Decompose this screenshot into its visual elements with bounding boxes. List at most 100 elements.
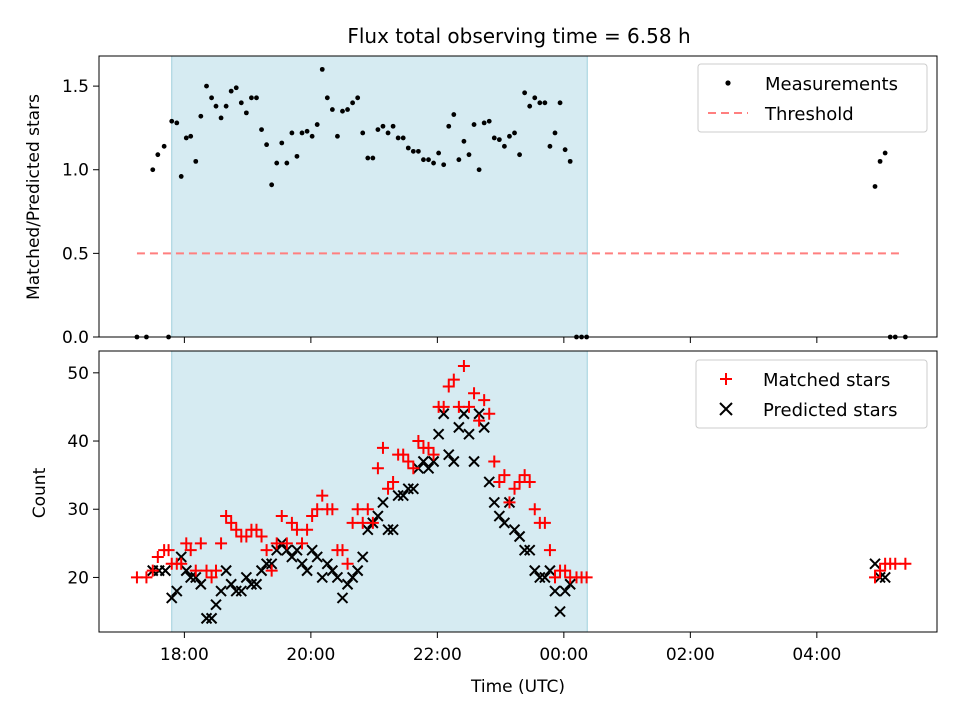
predicted-star-point: [417, 455, 430, 468]
matched-star-point: [230, 523, 243, 536]
measurement-point: [365, 155, 371, 161]
measurement-point: [204, 83, 209, 89]
matched-star-point: [175, 557, 188, 570]
measurement-point: [405, 145, 411, 151]
predicted-star-point: [382, 523, 394, 536]
x-tick-label: 04:00: [792, 645, 841, 665]
measurement-point: [436, 150, 442, 156]
predicted-star-point: [331, 571, 344, 584]
predicted-star-point: [534, 571, 546, 584]
measurement-point: [552, 130, 558, 136]
measurement-point: [421, 157, 426, 163]
predicted-star-point: [296, 558, 308, 570]
measurement-point: [461, 138, 467, 144]
measurement-point: [209, 95, 214, 101]
matched-star-point: [265, 564, 278, 577]
measurement-point: [426, 157, 431, 163]
measurement-point: [150, 167, 156, 173]
matched-star-point: [498, 469, 511, 482]
predicted-star-point: [554, 605, 566, 618]
predicted-star-point: [559, 585, 571, 597]
measurement-point: [395, 135, 401, 141]
bottom-y-tick-label: 50: [67, 364, 89, 384]
matched-star-point: [351, 503, 364, 516]
measurement-point: [169, 118, 175, 124]
measurement-point: [355, 95, 361, 101]
measurement-point: [269, 182, 275, 188]
bottom-x-axis: 18:00 20:00 22:00 00:00 02:00 04:00: [160, 632, 841, 665]
predicted-star-point: [392, 489, 404, 502]
matched-star-point: [508, 482, 521, 495]
bottom-y-axis-label: Count: [30, 467, 50, 518]
matched-star-point: [538, 516, 551, 529]
x-tick-label: 18:00: [160, 645, 209, 665]
measurement-point: [476, 167, 482, 173]
measurement-point: [345, 107, 350, 112]
matched-star-point: [397, 448, 410, 461]
legend-matched-label: Matched stars: [763, 370, 890, 391]
measurement-point: [522, 90, 528, 96]
predicted-star-point: [437, 408, 450, 420]
matched-star-point: [146, 564, 159, 577]
predicted-star-point: [508, 523, 521, 536]
x-tick-label: 00:00: [539, 645, 588, 665]
predicted-star-point: [291, 544, 303, 556]
measurement-point: [872, 184, 878, 189]
measurement-point: [233, 85, 239, 91]
measurement-point: [188, 133, 194, 139]
measurement-point: [284, 160, 290, 166]
predicted-star-point: [321, 558, 334, 570]
predicted-star-point: [448, 455, 460, 468]
matched-star-point: [402, 455, 415, 468]
matched-star-point: [437, 400, 450, 413]
matched-star-point: [523, 475, 536, 488]
matched-star-point: [412, 435, 425, 448]
predicted-star-point: [205, 612, 218, 625]
matched-star-point: [306, 510, 319, 523]
matched-star-point: [452, 400, 465, 413]
measurement-point: [155, 152, 161, 158]
matched-star-point: [255, 530, 268, 543]
matched-star-point: [215, 537, 228, 550]
legend-measurements-marker: [725, 80, 731, 86]
predicted-star-point: [432, 428, 445, 440]
measurement-point: [547, 143, 553, 149]
measurement-point: [410, 148, 416, 154]
predicted-star-point: [255, 564, 268, 577]
matched-star-point: [180, 537, 193, 550]
legend-predicted-label: Predicted stars: [763, 400, 897, 421]
matched-star-point: [548, 571, 561, 584]
measurement-point: [471, 122, 477, 127]
matched-star-point: [422, 441, 435, 454]
measurement-point: [329, 107, 335, 112]
matched-star-point: [462, 400, 475, 413]
predicted-star-point: [271, 544, 283, 556]
predicted-star-point: [184, 571, 197, 584]
matched-star-point: [387, 475, 400, 488]
predicted-star-point: [326, 564, 339, 577]
measurement-point: [446, 123, 452, 129]
matched-star-point: [270, 537, 283, 550]
matched-star-point: [210, 564, 223, 577]
predicted-star-point: [539, 571, 551, 584]
predicted-star-point: [159, 564, 172, 577]
top-observing-window: [171, 55, 588, 338]
measurement-point: [254, 95, 259, 101]
matched-star-point: [457, 360, 470, 373]
bottom-legend-box: [695, 359, 928, 429]
measurement-point: [161, 143, 167, 149]
matched-star-point: [140, 571, 153, 584]
measurement-point: [243, 110, 249, 116]
measurement-point: [174, 120, 180, 126]
top-y-tick-label: 0.5: [62, 244, 89, 264]
predicted-star-point: [498, 517, 511, 529]
measurement-point: [319, 66, 325, 72]
measurement-point: [380, 123, 386, 129]
predicted-star-point: [240, 571, 253, 584]
measurement-point: [259, 127, 264, 132]
matched-star-point: [220, 510, 233, 523]
matched-star-point: [326, 503, 339, 516]
top-legend-box: [697, 63, 928, 133]
measurement-point: [481, 120, 487, 126]
measurement-point: [228, 88, 234, 94]
